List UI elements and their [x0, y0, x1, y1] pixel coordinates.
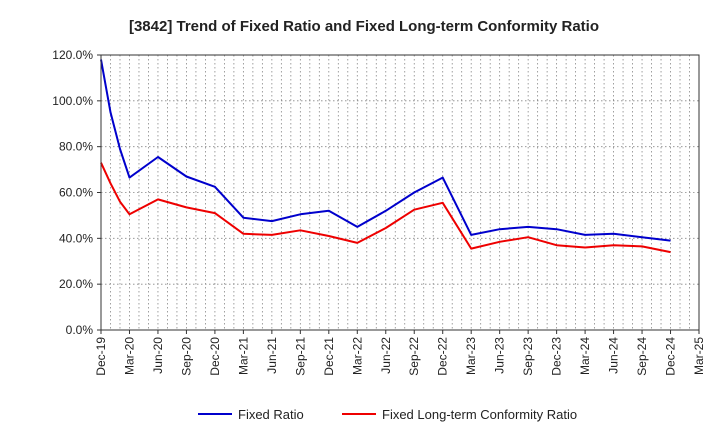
- y-tick-label: 80.0%: [59, 140, 93, 154]
- x-tick-label: Mar-20: [122, 337, 136, 375]
- x-tick-label: Dec-22: [436, 337, 450, 376]
- grid-lines: [101, 55, 699, 330]
- x-tick-label: Jun-23: [493, 337, 507, 374]
- x-tick-label: Jun-24: [607, 337, 621, 374]
- x-tick-label: Dec-20: [208, 337, 222, 376]
- series-lines: [100, 59, 671, 254]
- x-tick-label: Sep-20: [179, 337, 193, 376]
- x-tick-label: Sep-24: [635, 337, 649, 376]
- x-tick-label: Dec-19: [94, 337, 108, 376]
- y-axis: 0.0% 20.0% 40.0% 60.0% 80.0% 100.0% 120.0%: [52, 48, 101, 337]
- x-tick-label: Mar-21: [236, 337, 250, 375]
- x-tick-label: Sep-21: [293, 337, 307, 376]
- x-tick-label: Jun-20: [151, 337, 165, 374]
- y-tick-label: 120.0%: [52, 48, 93, 62]
- x-tick-label: Dec-21: [322, 337, 336, 376]
- x-tick-label: Dec-23: [550, 337, 564, 376]
- chart-title: [3842] Trend of Fixed Ratio and Fixed Lo…: [129, 18, 599, 35]
- y-tick-label: 60.0%: [59, 186, 93, 200]
- x-tick-label: Jun-21: [265, 337, 279, 374]
- legend: Fixed Ratio Fixed Long-term Conformity Ra…: [198, 407, 577, 422]
- x-tick-label: Dec-24: [664, 337, 678, 376]
- legend-label: Fixed Ratio: [238, 407, 304, 422]
- legend-label: Fixed Long-term Conformity Ratio: [382, 407, 577, 422]
- y-tick-label: 0.0%: [66, 323, 94, 337]
- y-tick-label: 20.0%: [59, 277, 93, 291]
- x-axis: Dec-19 Mar-20 Jun-20 Sep-20 Dec-20 Mar-21 Jun-…: [94, 330, 706, 376]
- x-tick-label: Jun-22: [379, 337, 393, 374]
- series-line-2: [100, 162, 671, 254]
- x-tick-label: Mar-24: [578, 337, 592, 375]
- series-line-1: [100, 59, 671, 242]
- y-tick-label: 100.0%: [52, 94, 93, 108]
- plot-frame: [100, 54, 700, 331]
- x-tick-label: Mar-25: [692, 337, 706, 375]
- x-tick-label: Sep-23: [521, 337, 535, 376]
- x-tick-label: Mar-23: [464, 337, 478, 375]
- y-tick-label: 40.0%: [59, 231, 93, 245]
- x-tick-label: Sep-22: [407, 337, 421, 376]
- x-tick-label: Mar-22: [350, 337, 364, 375]
